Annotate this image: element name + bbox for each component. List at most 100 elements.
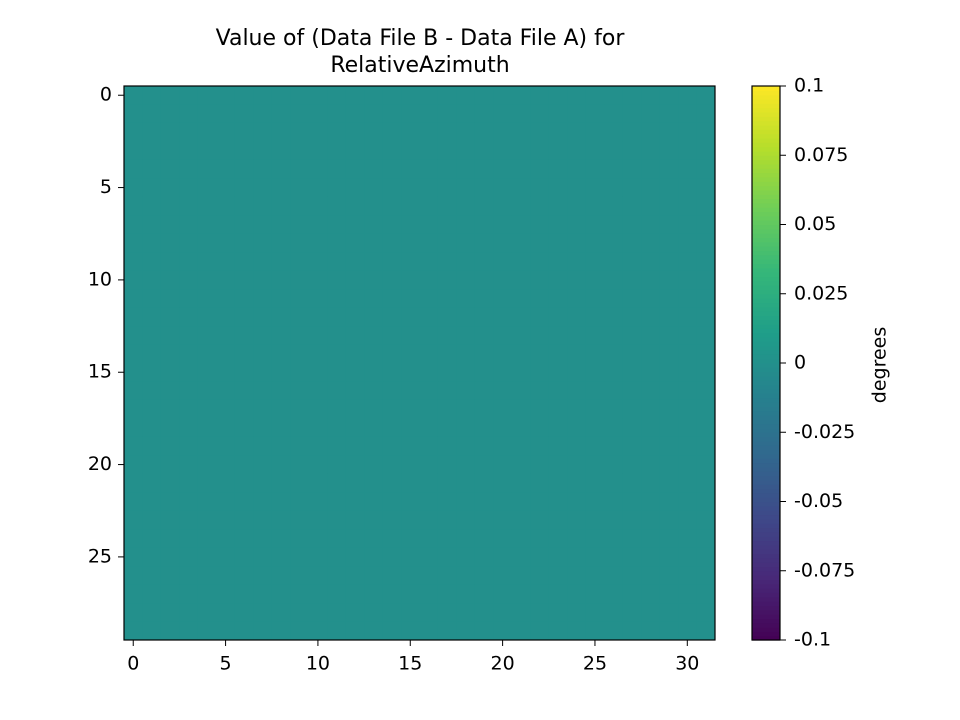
cell [234,363,254,382]
cell [216,215,236,235]
cell [419,270,439,290]
cell [327,566,347,586]
cell [271,252,291,272]
cell [696,289,716,309]
cell [234,215,254,235]
cell [179,270,199,290]
cell [456,215,476,235]
cell [216,363,236,382]
cell [382,621,402,641]
cell [401,584,420,604]
cell [474,270,494,290]
cell [179,122,199,142]
cell [567,289,587,309]
cell [234,122,254,142]
cell [271,547,291,567]
cell [530,86,550,105]
colorbar-strip [752,423,780,429]
cell [437,178,457,198]
cell [622,399,642,419]
cell [419,381,439,401]
cell [327,547,347,567]
cell [253,363,273,382]
cell [511,252,531,272]
cell [382,141,402,161]
cell [678,159,698,179]
cell [493,159,513,179]
y-tick-label: 10 [88,268,112,290]
cell [511,510,531,530]
cell [142,344,162,364]
cell [585,215,605,235]
cell [567,529,587,549]
colorbar-strip [752,453,780,459]
cell [142,566,162,586]
cell [308,178,328,198]
cell [659,215,679,235]
colorbar-strip [752,605,780,611]
cell [622,289,642,309]
cell [493,196,513,216]
colorbar-strip [752,220,780,226]
cell [641,436,661,456]
cell [216,233,236,253]
cell [548,603,568,623]
cell [197,399,217,419]
cell [511,159,531,179]
cell [345,326,365,346]
cell [419,566,439,586]
cell [678,492,698,512]
cell [401,289,420,309]
cell [419,233,439,253]
cell [456,289,476,309]
cell [511,621,531,641]
cell [179,381,199,401]
colorbar-strip [752,596,780,602]
cell [511,326,531,346]
cell [253,381,273,401]
cell [474,547,494,567]
cell [437,233,457,253]
cell [419,178,439,198]
cell [548,326,568,346]
cell [696,510,716,530]
cell [382,529,402,549]
cell [290,473,310,493]
colorbar-strip [752,566,780,572]
cell [142,584,162,604]
colorbar-strip [752,246,780,252]
cell [585,436,605,456]
cell [345,584,365,604]
cell [308,363,328,382]
cell [216,529,236,549]
cell [456,122,476,142]
cell [511,418,531,438]
cell [160,270,180,290]
cell [419,399,439,419]
colorbar-tick-label: -0.075 [794,559,855,581]
cell [364,566,384,586]
cell [290,178,310,198]
cell [290,252,310,272]
cell [253,122,273,142]
cell [382,510,402,530]
cell [124,473,143,493]
colorbar-strip [752,618,780,624]
cell [401,418,420,438]
colorbar-strip [752,622,780,628]
cell [678,621,698,641]
cell [474,584,494,604]
cell [604,141,624,161]
cell [142,289,162,309]
cell [604,381,624,401]
cell [678,122,698,142]
cell [290,326,310,346]
cell [530,381,550,401]
cell [308,529,328,549]
cell [327,510,347,530]
cell [253,196,273,216]
cell [585,233,605,253]
cell [604,455,624,475]
cell [216,252,236,272]
cell [530,326,550,346]
